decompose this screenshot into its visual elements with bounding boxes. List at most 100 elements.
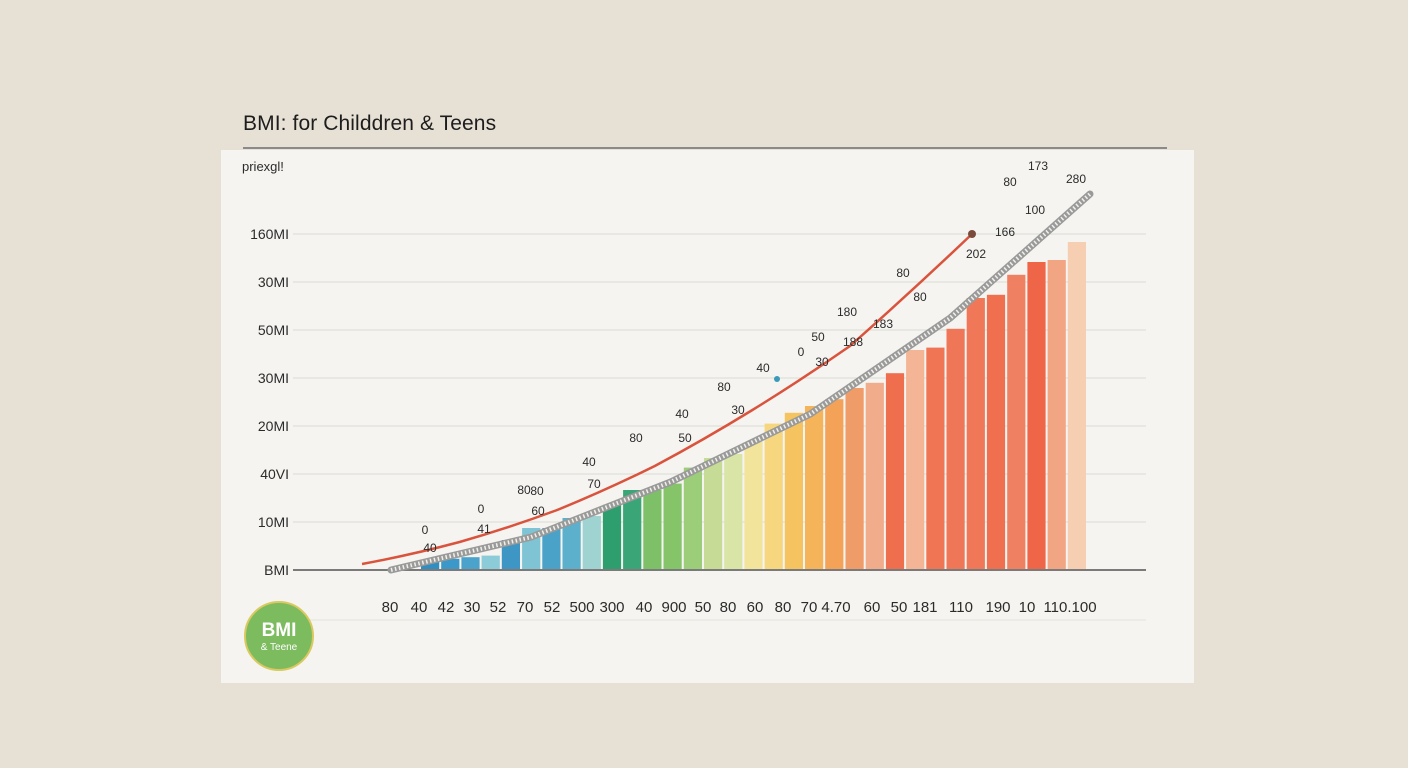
bar-value-label: 70 [587, 477, 601, 491]
y-tick-label: 160MI [250, 226, 289, 242]
bar-value-label: 80 [913, 290, 927, 304]
x-tick-label: 500 [569, 599, 594, 616]
bar-value-label: 40 [582, 455, 596, 469]
y-tick-label: 40VI [260, 466, 289, 482]
bar [1047, 260, 1066, 570]
bar-value-label: 180 [837, 305, 857, 319]
bar [784, 412, 803, 570]
x-tick-label: 52 [490, 599, 507, 616]
bar [602, 504, 622, 570]
bmi-badge-logo: BMI & Teene [244, 601, 314, 671]
x-tick-label: 60 [747, 599, 764, 616]
bar [441, 558, 460, 570]
x-tick-label: 52 [544, 599, 561, 616]
x-tick-label: 10 [1019, 599, 1036, 616]
x-tick-label: 50 [695, 599, 712, 616]
chart-panel: 160MI 30MI 50MI 30MI 20MI 40VI 10MI BMI priexgl!… [221, 150, 1194, 683]
bar-value-label: 40 [675, 407, 689, 421]
bar [986, 294, 1006, 570]
y-tick-label: 30MI [258, 274, 289, 290]
bar [865, 382, 884, 570]
bar [663, 483, 682, 570]
bar-value-label: 30 [731, 403, 745, 417]
bar-value-label: 173 [1028, 159, 1048, 173]
bar [643, 490, 662, 570]
bar [461, 557, 480, 570]
bar [885, 373, 905, 570]
bar [926, 347, 945, 570]
chart-title: BMI: for Childdren & Teens [243, 112, 497, 135]
bar [421, 561, 440, 570]
bar-value-label: 50 [811, 330, 825, 344]
x-tick-label: 190 [985, 599, 1010, 616]
bar [906, 350, 925, 570]
title-divider [243, 147, 1167, 149]
bar [623, 490, 642, 570]
bar [562, 518, 581, 570]
x-tick-label: 70 [801, 599, 818, 616]
bar-value-label: 183 [873, 317, 893, 331]
bar-value-label: 80 [896, 266, 910, 280]
x-tick-label: 50 [891, 599, 908, 616]
y-tick-label: BMI [264, 562, 289, 578]
bar [704, 458, 723, 570]
x-tick-label: 70 [517, 599, 534, 616]
bmi-chart: 160MI 30MI 50MI 30MI 20MI 40VI 10MI BMI priexgl!… [242, 159, 1146, 621]
bar [764, 423, 783, 570]
bar-value-label: 202 [966, 247, 986, 261]
bar-value-label: 80 [629, 431, 643, 445]
bar-value-label: 166 [995, 225, 1015, 239]
y-tick-label: 20MI [258, 418, 289, 434]
bar-value-label: 100 [1025, 203, 1045, 217]
bar-value-label: 80 [517, 483, 531, 497]
badge-subtitle: & Teene [260, 642, 298, 653]
bar-value-label: 40 [756, 361, 770, 375]
x-tick-label: 900 [661, 599, 686, 616]
bar-value-label: 280 [1066, 172, 1086, 186]
bar [1027, 262, 1046, 570]
x-tick-label: 40 [411, 599, 428, 616]
x-tick-label: 110 [949, 599, 973, 616]
x-tick-label: 80 [775, 599, 792, 616]
y-tick-label: 30MI [258, 370, 289, 386]
y-axis-label: priexgl! [242, 159, 284, 174]
bar-value-label: 80 [1003, 175, 1017, 189]
bar-value-label: 40 [423, 541, 437, 555]
bar-value-label: 80 [717, 380, 731, 394]
bar [582, 516, 601, 570]
bar-value-label: 41 [477, 522, 491, 536]
y-tick-label: 50MI [258, 322, 289, 338]
bar [845, 388, 864, 570]
x-tick-label: 80 [720, 599, 737, 616]
bar [966, 298, 985, 570]
trend-mid-marker [774, 376, 780, 382]
trend-curve [361, 233, 973, 566]
bar [724, 454, 743, 570]
y-tick-label: 10MI [258, 514, 289, 530]
bar-value-label: 30 [815, 355, 829, 369]
x-tick-label: 110.100 [1043, 599, 1096, 616]
bar [946, 328, 965, 570]
bar-value-label: 0 [422, 523, 429, 537]
bar-value-label: 50 [678, 431, 692, 445]
bar [501, 540, 520, 570]
bar-value-label: 0 [478, 502, 485, 516]
bar [1007, 274, 1026, 570]
bar [542, 528, 561, 570]
bar-value-label: 0 [798, 345, 805, 359]
bar [744, 442, 763, 570]
x-tick-label: 300 [599, 599, 624, 616]
trend-end-marker [968, 230, 976, 238]
x-tick-label: 60 [864, 599, 881, 616]
bar-value-label: 80 [530, 484, 544, 498]
x-tick-label: 4.70 [821, 599, 850, 616]
x-tick-label: 30 [464, 599, 481, 616]
x-tick-label: 181 [912, 599, 937, 616]
x-tick-label: 42 [438, 599, 455, 616]
bar [481, 555, 500, 570]
hatched-band [387, 190, 1094, 574]
x-tick-label: 80 [382, 599, 399, 616]
bar [1067, 242, 1086, 570]
badge-title: BMI [261, 620, 297, 641]
bar [805, 406, 824, 570]
